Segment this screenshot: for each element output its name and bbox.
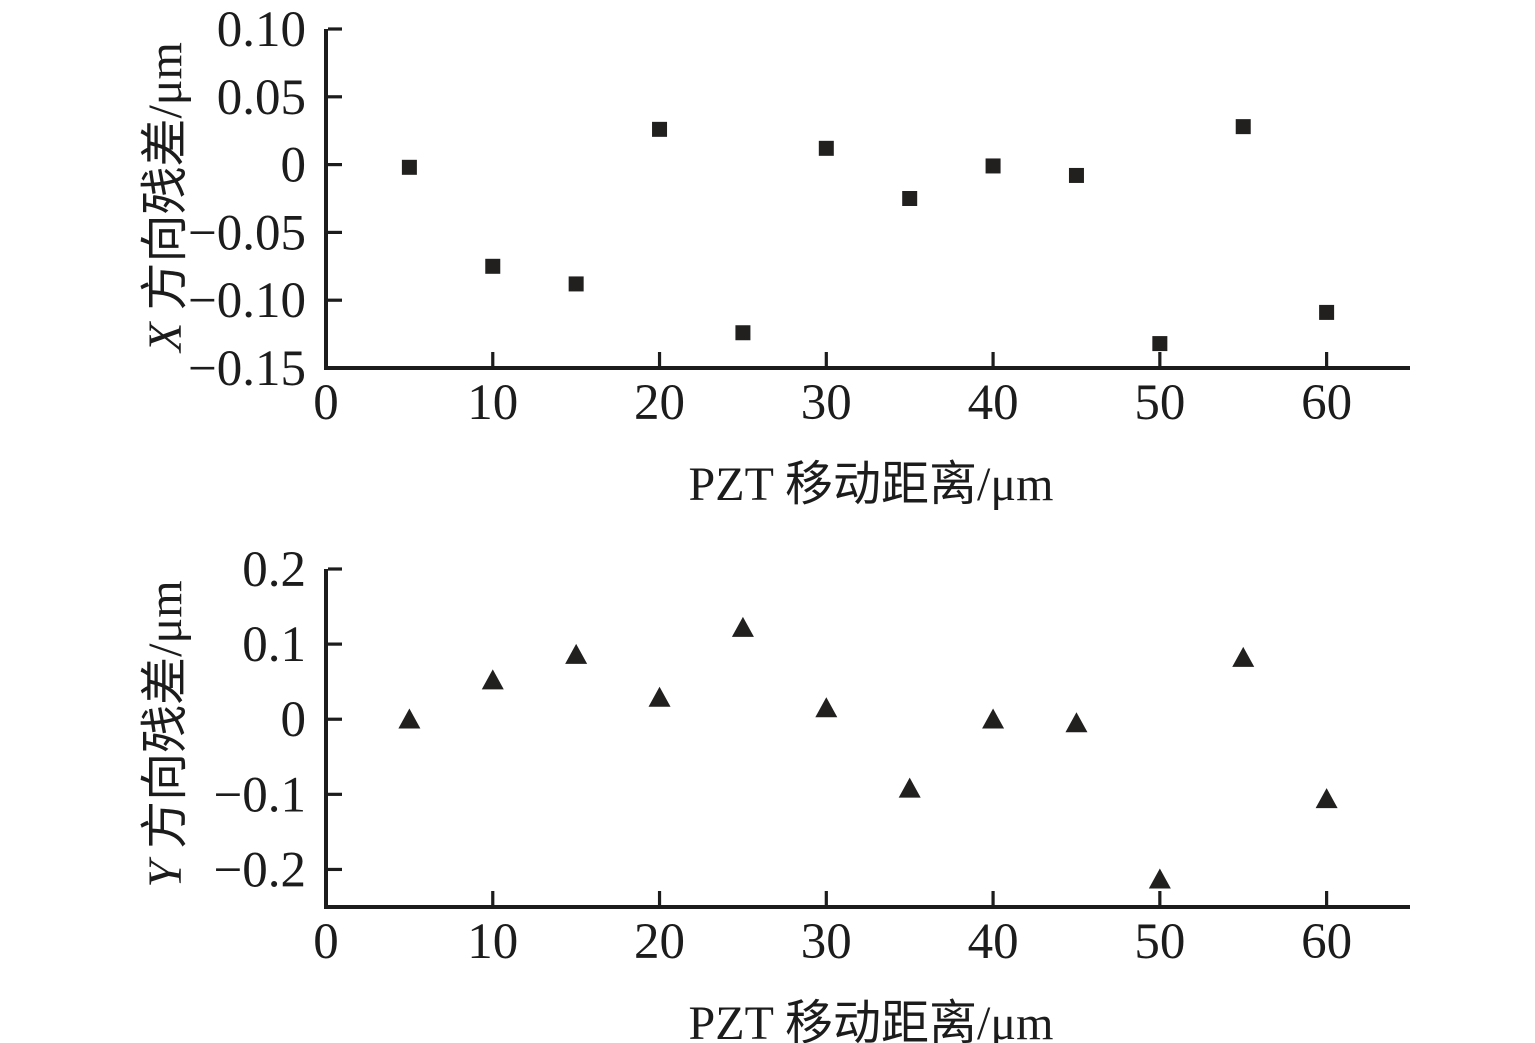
x-residual-plot-canvas: 0 10 20 30 40 50 60 0.10 0.05 0 −0.05 −0.10 −0.15 [188, 2, 1410, 431]
y-tick-label: −0.10 [188, 273, 306, 329]
data-point-triangle [1148, 868, 1171, 889]
data-point-square [818, 140, 834, 156]
data-point-square [485, 258, 501, 274]
data-point-triangle [731, 616, 754, 637]
x-tick-label: 60 [1301, 914, 1352, 970]
y-tick-label: −0.05 [188, 205, 306, 261]
x-tick-label: 60 [1301, 375, 1352, 431]
data-point-square [985, 158, 1001, 174]
x-tick-label: 50 [1134, 914, 1185, 970]
y-tick-label: 0 [281, 692, 307, 748]
y-axis-label-symbol: X [139, 322, 192, 352]
y-tick-label: 0.05 [217, 70, 306, 126]
y-residual-y-axis-label: Y 方向残差/μm [125, 580, 195, 887]
data-point-square [652, 121, 668, 137]
data-point-triangle [1315, 788, 1338, 809]
data-point-square [1235, 119, 1251, 135]
y-residual-x-axis-title: PZT 移动距离/μm [688, 997, 1054, 1043]
y-axis-label-text: 方向残差/μm [139, 42, 192, 323]
data-point-square [902, 191, 918, 206]
y-tick-label: −0.1 [213, 767, 306, 823]
y-tick-label: −0.15 [188, 341, 306, 397]
y-axis-label-text: 方向残差/μm [139, 580, 192, 861]
x-residual-y-axis-label: X 方向残差/μm [125, 42, 195, 352]
axis-spines [324, 569, 1410, 909]
y-tick-label: 0.10 [217, 2, 306, 58]
data-point-square [735, 325, 751, 341]
x-tick-label: 0 [313, 914, 339, 970]
data-point-triangle [648, 686, 671, 707]
data-point-triangle [1232, 646, 1255, 667]
data-point-square [1319, 304, 1335, 320]
y-residual-plot-canvas: 0 10 20 30 40 50 60 0.2 0.1 0 −0.1 −0.2 [213, 542, 1410, 970]
data-point-square [401, 159, 417, 175]
x-tick-label: 30 [801, 914, 852, 970]
data-point-triangle [481, 669, 504, 690]
data-point-triangle [1065, 712, 1088, 733]
x-tick-label: 40 [968, 914, 1019, 970]
x-tick-label: 20 [634, 914, 685, 970]
data-point-triangle [898, 777, 921, 798]
x-tick-label: 40 [968, 375, 1019, 431]
data-point-square [1068, 167, 1084, 183]
y-tick-label: 0.2 [242, 542, 306, 598]
y-tick-label: −0.2 [213, 842, 306, 898]
x-tick-label: 0 [313, 375, 339, 431]
y-tick-label: 0.1 [242, 617, 306, 673]
axis-spines [324, 29, 1410, 370]
data-point-triangle [398, 708, 421, 729]
data-point-square [568, 276, 584, 292]
data-point-square [1152, 336, 1168, 352]
x-tick-label: 10 [467, 914, 518, 970]
y-axis-label-symbol: Y [139, 860, 192, 888]
data-point-triangle [815, 697, 838, 718]
x-tick-label: 20 [634, 375, 685, 431]
data-point-triangle [565, 643, 588, 664]
data-point-triangle [982, 708, 1005, 729]
x-tick-label: 30 [801, 375, 852, 431]
x-residual-x-axis-title: PZT 移动距离/μm [688, 458, 1054, 511]
y-tick-label: 0 [281, 138, 307, 194]
x-tick-label: 50 [1134, 375, 1185, 431]
x-tick-label: 10 [467, 375, 518, 431]
